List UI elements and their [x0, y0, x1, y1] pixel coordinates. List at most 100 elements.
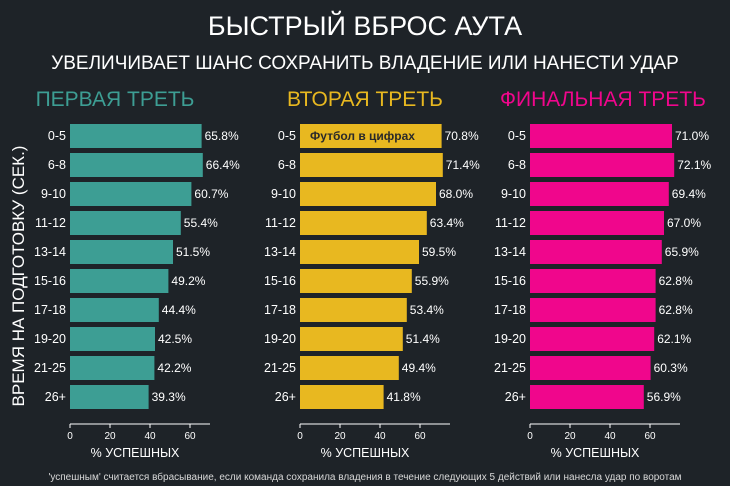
- data-label: 51.5%: [176, 245, 210, 259]
- bar: [300, 385, 384, 409]
- category-label: 0-5: [508, 129, 526, 143]
- bar: [300, 356, 399, 380]
- x-tick-label: 60: [414, 431, 426, 442]
- category-label: 21-25: [34, 361, 66, 375]
- panel-title: ВТОРАЯ ТРЕТЬ: [287, 88, 443, 111]
- bar: [300, 211, 427, 235]
- x-tick-label: 20: [104, 431, 116, 442]
- data-label: 62.8%: [659, 274, 693, 288]
- panel-2: ВТОРАЯ ТРЕТЬ 0-5 70.8% 6-8 71.4% 9-10 68.0% 11-…: [264, 88, 480, 460]
- data-label: 69.4%: [672, 187, 706, 201]
- bar: [530, 124, 672, 148]
- data-label: 71.4%: [446, 158, 480, 172]
- data-label: 63.4%: [430, 216, 464, 230]
- bar: [300, 124, 442, 148]
- category-label: 19-20: [494, 332, 526, 346]
- x-tick-label: 0: [67, 431, 73, 442]
- x-axis-label: % УСПЕШНЫХ: [551, 446, 640, 460]
- bar: [300, 182, 436, 206]
- chart-subtitle: УВЕЛИЧИВАЕТ ШАНС СОХРАНИТЬ ВЛАДЕНИЕ ИЛИ …: [51, 53, 679, 74]
- category-label: 11-12: [495, 216, 526, 230]
- category-label: 15-16: [494, 274, 526, 288]
- watermark-text: Футбол в цифрах: [310, 129, 415, 143]
- bar: [530, 298, 656, 322]
- data-label: 67.0%: [667, 216, 701, 230]
- data-label: 53.4%: [410, 303, 444, 317]
- bar: [70, 385, 149, 409]
- x-tick-label: 60: [644, 431, 656, 442]
- category-label: 19-20: [34, 332, 66, 346]
- data-label: 72.1%: [677, 158, 711, 172]
- chart-title: БЫСТРЫЙ ВБРОС АУТА: [208, 10, 522, 41]
- category-label: 17-18: [264, 303, 296, 317]
- data-label: 42.5%: [158, 332, 192, 346]
- data-label: 65.9%: [665, 245, 699, 259]
- category-label: 17-18: [494, 303, 526, 317]
- bar: [70, 182, 192, 206]
- data-label: 41.8%: [387, 390, 421, 404]
- bar: [530, 327, 655, 351]
- category-label: 0-5: [278, 129, 296, 143]
- y-axis-label: ВРЕМЯ НА ПОДГОТОВКУ (СЕК.): [9, 146, 28, 407]
- bar: [70, 298, 159, 322]
- category-label: 6-8: [48, 158, 66, 172]
- x-axis-label: % УСПЕШНЫХ: [321, 446, 410, 460]
- category-label: 0-5: [48, 129, 66, 143]
- category-label: 9-10: [271, 187, 296, 201]
- data-label: 39.3%: [152, 390, 186, 404]
- category-label: 6-8: [278, 158, 296, 172]
- data-label: 60.3%: [654, 361, 688, 375]
- bar: [530, 211, 664, 235]
- category-label: 9-10: [501, 187, 526, 201]
- category-label: 11-12: [35, 216, 66, 230]
- bar: [300, 153, 443, 177]
- data-label: 51.4%: [406, 332, 440, 346]
- data-label: 60.7%: [194, 187, 228, 201]
- category-label: 9-10: [41, 187, 66, 201]
- x-tick-label: 20: [334, 431, 346, 442]
- x-tick-label: 0: [297, 431, 303, 442]
- category-label: 13-14: [34, 245, 66, 259]
- category-label: 26+: [45, 390, 66, 404]
- bar: [530, 269, 656, 293]
- bar: [300, 298, 407, 322]
- bar: [70, 124, 202, 148]
- category-label: 21-25: [264, 361, 296, 375]
- data-label: 49.4%: [402, 361, 436, 375]
- category-label: 26+: [505, 390, 526, 404]
- x-tick-label: 0: [527, 431, 533, 442]
- x-tick-label: 60: [184, 431, 196, 442]
- bar: [530, 356, 651, 380]
- category-label: 19-20: [264, 332, 296, 346]
- category-label: 13-14: [494, 245, 526, 259]
- panel-title: ФИНАЛЬНАЯ ТРЕТЬ: [500, 88, 706, 111]
- x-tick-label: 40: [374, 431, 386, 442]
- data-label: 55.4%: [184, 216, 218, 230]
- bar: [70, 240, 173, 264]
- bar: [70, 269, 169, 293]
- x-tick-label: 20: [564, 431, 576, 442]
- data-label: 55.9%: [415, 274, 449, 288]
- category-label: 6-8: [508, 158, 526, 172]
- data-label: 66.4%: [206, 158, 240, 172]
- bar: [530, 385, 644, 409]
- panel-1: ПЕРВАЯ ТРЕТЬ 0-5 65.8% 6-8 66.4% 9-10 60.7% 11-…: [34, 88, 240, 460]
- bar: [530, 182, 669, 206]
- panel-3: ФИНАЛЬНАЯ ТРЕТЬ 0-5 71.0% 6-8 72.1% 9-10 69.4%…: [494, 88, 712, 460]
- category-label: 13-14: [264, 245, 296, 259]
- category-label: 15-16: [264, 274, 296, 288]
- data-label: 62.1%: [657, 332, 691, 346]
- data-label: 62.8%: [659, 303, 693, 317]
- bar: [70, 153, 203, 177]
- data-label: 56.9%: [647, 390, 681, 404]
- category-label: 11-12: [265, 216, 296, 230]
- category-label: 15-16: [34, 274, 66, 288]
- data-label: 65.8%: [205, 129, 239, 143]
- x-axis-label: % УСПЕШНЫХ: [91, 446, 180, 460]
- data-label: 42.2%: [157, 361, 191, 375]
- data-label: 44.4%: [162, 303, 196, 317]
- category-label: 17-18: [34, 303, 66, 317]
- bar: [70, 356, 155, 380]
- bar: [70, 211, 181, 235]
